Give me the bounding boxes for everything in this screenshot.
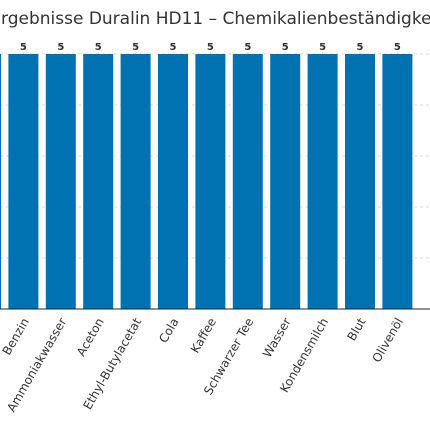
bar-2 — [45, 54, 76, 309]
bar-value-label: 5 — [95, 42, 102, 53]
bar-value-label: 5 — [132, 42, 139, 53]
x-tick-label: Aceton — [74, 316, 107, 359]
bar-4 — [120, 54, 151, 309]
bar-value-label: 5 — [319, 42, 326, 53]
bar-value-label: 5 — [282, 42, 289, 53]
x-tick-label: Blut — [345, 315, 369, 343]
bar-5 — [158, 54, 188, 309]
bar-value-label: 5 — [357, 42, 364, 53]
bar-9 — [307, 54, 338, 309]
bars — [0, 54, 413, 309]
bar-11 — [382, 54, 413, 309]
bar-value-label: 5 — [244, 42, 251, 53]
bar-10 — [345, 54, 375, 309]
data-labels: 555555555555 — [20, 42, 401, 53]
bar-1 — [8, 54, 39, 309]
x-tick-label: Kaffee — [188, 316, 219, 356]
bar-value-label: 5 — [207, 42, 214, 53]
x-tick-label: Benzin — [0, 316, 32, 358]
bar-value-label: 5 — [20, 42, 27, 53]
bar-value-label: 5 — [394, 42, 401, 53]
bar-3 — [83, 54, 114, 309]
bar-0 — [0, 54, 1, 309]
bar-value-label: 5 — [57, 42, 64, 53]
x-tick-labels: ReinigungsmittelBenzinAmmoniakwasserAcet… — [0, 315, 406, 414]
x-tick-label: Wasser — [260, 315, 294, 360]
bar-7 — [232, 54, 263, 309]
bar-value-label: 5 — [170, 42, 177, 53]
bar-6 — [195, 54, 226, 309]
x-tick-label: Cola — [156, 316, 181, 346]
bar-8 — [270, 54, 301, 309]
x-tick-label: Olivenöl — [369, 316, 406, 365]
chart-title: Testergebnisse Duralin HD11 – Chemikalie… — [0, 9, 430, 29]
